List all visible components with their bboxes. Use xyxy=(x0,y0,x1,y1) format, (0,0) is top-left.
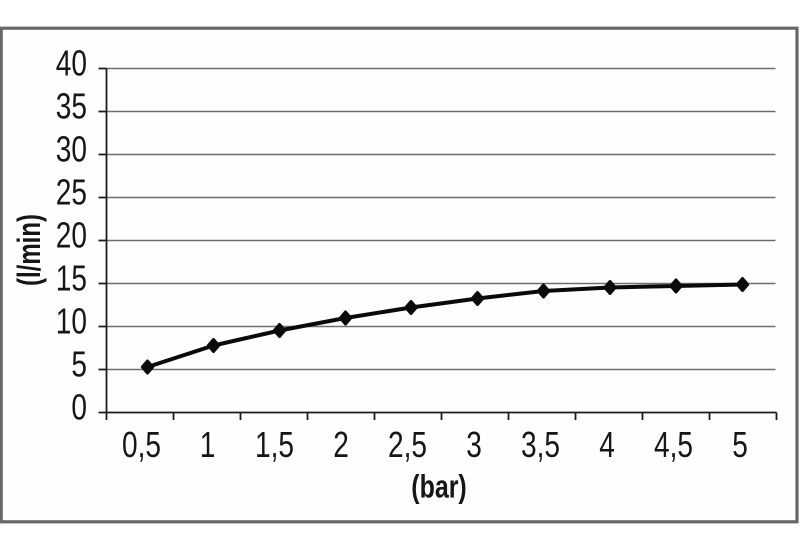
svg-text:25: 25 xyxy=(56,172,87,213)
svg-text:35: 35 xyxy=(56,86,87,127)
svg-text:20: 20 xyxy=(56,215,87,256)
svg-text:2,5: 2,5 xyxy=(388,424,427,465)
svg-text:5: 5 xyxy=(71,344,87,385)
svg-text:40: 40 xyxy=(56,43,87,84)
svg-text:1: 1 xyxy=(200,424,216,465)
svg-text:3: 3 xyxy=(466,424,482,465)
svg-text:5: 5 xyxy=(732,424,748,465)
svg-text:4,5: 4,5 xyxy=(654,424,693,465)
svg-text:1,5: 1,5 xyxy=(255,424,294,465)
svg-text:4: 4 xyxy=(599,424,615,465)
svg-text:30: 30 xyxy=(56,129,87,170)
svg-text:(bar): (bar) xyxy=(411,469,467,505)
svg-text:10: 10 xyxy=(56,301,87,342)
svg-text:15: 15 xyxy=(56,258,87,299)
svg-text:3,5: 3,5 xyxy=(521,424,560,465)
svg-text:0,5: 0,5 xyxy=(122,424,161,465)
svg-text:0: 0 xyxy=(71,387,87,428)
svg-text:(l/min): (l/min) xyxy=(11,214,47,286)
svg-text:2: 2 xyxy=(333,424,349,465)
